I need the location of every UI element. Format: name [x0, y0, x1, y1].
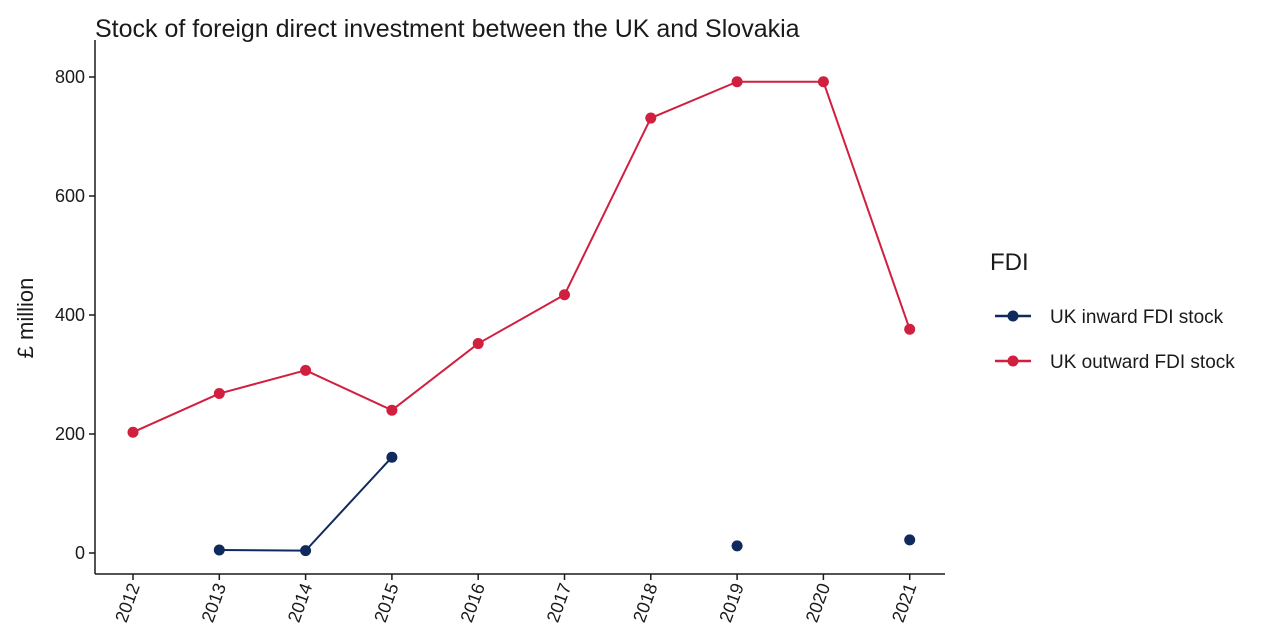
y-axis-label: £ million [13, 278, 38, 359]
series-line-segment [304, 456, 393, 552]
x-tick-label: 2016 [456, 581, 488, 625]
series-layer [127, 76, 916, 557]
data-point [127, 426, 139, 438]
y-tick-label: 200 [55, 424, 85, 444]
data-point [904, 323, 916, 335]
y-tick-label: 400 [55, 305, 85, 325]
series-line-segment [391, 342, 479, 411]
legend-label: UK outward FDI stock [1050, 352, 1235, 373]
x-tick-label: 2020 [802, 581, 834, 625]
series-outward [127, 76, 916, 438]
legend-title: FDI [990, 249, 1029, 276]
legend-label: UK inward FDI stock [1050, 307, 1224, 328]
series-line-segment [219, 369, 306, 395]
x-tick-label: 2017 [543, 581, 575, 625]
data-point [731, 540, 743, 552]
data-point [904, 534, 916, 546]
legend-key-point [1007, 355, 1019, 367]
x-tick-label: 2018 [629, 581, 661, 625]
data-point [472, 338, 484, 350]
x-tick-label: 2021 [888, 581, 920, 625]
series-line-segment [822, 81, 911, 330]
series-line-segment [563, 117, 652, 296]
data-point [559, 289, 570, 301]
series-inward [213, 451, 916, 557]
data-point [300, 364, 312, 376]
chart-title: Stock of foreign direct investment betwe… [95, 15, 800, 43]
x-tick-label: 2012 [111, 581, 143, 625]
data-point [386, 404, 398, 416]
data-point [817, 76, 829, 88]
data-point [300, 545, 312, 557]
series-line-segment [132, 392, 220, 434]
x-tick-label: 2019 [715, 581, 747, 625]
legend: FDI UK inward FDI stock UK outward FDI st… [990, 249, 1235, 373]
series-line-segment [219, 549, 306, 552]
y-tick-label: 600 [55, 186, 85, 206]
y-tick-label: 0 [75, 543, 85, 563]
series-line-segment [650, 80, 738, 119]
data-point [645, 112, 657, 124]
data-point [213, 388, 225, 400]
x-tick-label: 2014 [284, 581, 316, 625]
data-point [213, 544, 225, 556]
axes: 0 200 400 600 800 2012 2013 2014 2015 2016 2017 201… [55, 40, 945, 625]
series-line-segment [477, 293, 565, 345]
legend-key-point [1007, 310, 1019, 322]
data-point [731, 76, 743, 88]
x-tick-label: 2013 [198, 581, 230, 625]
data-point [386, 451, 398, 463]
x-tick-label: 2015 [370, 581, 402, 625]
y-tick-label: 800 [55, 67, 85, 87]
series-line-segment [305, 369, 393, 412]
